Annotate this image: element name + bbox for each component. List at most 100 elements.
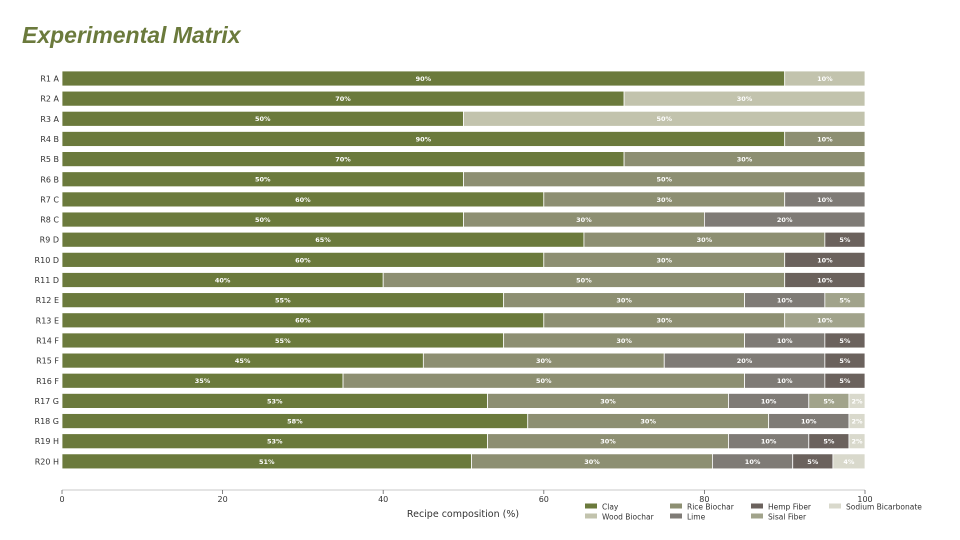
bar-value-label: 10% xyxy=(817,135,833,143)
bar-value-label: 20% xyxy=(737,357,753,365)
bar-value-label: 30% xyxy=(697,236,713,244)
bar-segment-sodium-bicarbonate xyxy=(848,392,866,409)
bar-value-label: 10% xyxy=(777,377,793,385)
row-label: R18 G xyxy=(35,417,59,426)
bar-value-label: 5% xyxy=(839,337,851,345)
bar-value-label: 5% xyxy=(823,438,835,446)
row-label: R19 H xyxy=(35,437,59,446)
bar-segment-rice-biochar xyxy=(784,131,866,147)
bar-value-label: 10% xyxy=(777,297,793,305)
legend-label-sisal-fiber: Sisal Fiber xyxy=(768,513,807,522)
legend-label-clay: Clay xyxy=(602,503,619,512)
bar-segment-rice-biochar xyxy=(463,171,866,188)
bar-value-label: 30% xyxy=(600,438,616,446)
legend-swatch-lime xyxy=(670,513,682,519)
bar-segment-wood-biochar xyxy=(623,90,866,107)
row-label: R1 A xyxy=(40,75,59,84)
bar-segment-sodium-bicarbonate xyxy=(832,453,866,470)
row-label: R20 H xyxy=(35,457,59,466)
legend-swatch-clay xyxy=(585,503,597,509)
bar-value-label: 5% xyxy=(807,458,819,466)
bar-value-label: 30% xyxy=(576,216,592,224)
row-label: R3 A xyxy=(40,115,59,124)
bar-value-label: 55% xyxy=(275,297,291,305)
bar-value-label: 4% xyxy=(843,458,855,466)
bar-value-label: 50% xyxy=(656,176,672,184)
bar-value-label: 51% xyxy=(259,458,275,466)
bar-value-label: 50% xyxy=(576,276,592,284)
bar-value-label: 30% xyxy=(616,297,632,305)
bar-value-label: 70% xyxy=(335,156,351,164)
row-label: R7 C xyxy=(40,195,59,204)
row-label: R11 D xyxy=(35,276,59,285)
x-tick-label: 40 xyxy=(378,495,388,504)
bar-segment-hemp-fiber xyxy=(824,352,866,369)
legend-label-sodium-bicarbonate: Sodium Bicarbonate xyxy=(846,503,922,512)
bar-value-label: 50% xyxy=(536,377,552,385)
legend-swatch-sodium-bicarbonate xyxy=(829,503,841,509)
row-label: R9 D xyxy=(40,236,59,245)
bar-value-label: 10% xyxy=(745,458,761,466)
bar-value-label: 90% xyxy=(416,135,432,143)
bar-segment-wood-biochar xyxy=(463,110,866,127)
bar-value-label: 5% xyxy=(839,377,851,385)
x-axis-title: Recipe composition (%) xyxy=(407,509,519,520)
bar-segment-hemp-fiber xyxy=(784,251,866,268)
bar-value-label: 60% xyxy=(295,317,311,325)
bar-segment-sodium-bicarbonate xyxy=(848,413,866,429)
row-label: R17 G xyxy=(35,397,59,406)
bar-segment-sisal-fiber xyxy=(824,292,866,309)
bar-value-label: 2% xyxy=(851,417,863,425)
bar-value-label: 60% xyxy=(295,196,311,204)
bar-segment-sodium-bicarbonate xyxy=(848,433,866,450)
legend-label-lime: Lime xyxy=(687,513,706,522)
bar-value-label: 5% xyxy=(839,297,851,305)
bar-segment-lime xyxy=(704,211,866,228)
row-label: R15 F xyxy=(36,357,59,366)
x-tick-label: 0 xyxy=(59,495,64,504)
bar-value-label: 10% xyxy=(777,337,793,345)
bar-value-label: 30% xyxy=(536,357,552,365)
bar-segment-wood-biochar xyxy=(784,70,866,87)
legend-swatch-sisal-fiber xyxy=(751,513,763,519)
bar-value-label: 5% xyxy=(839,357,851,365)
bar-segment-hemp-fiber xyxy=(824,231,866,248)
bar-value-label: 10% xyxy=(817,276,833,284)
bar-value-label: 30% xyxy=(737,95,753,103)
x-tick-label: 20 xyxy=(218,495,228,504)
bar-value-label: 50% xyxy=(255,115,271,123)
bar-value-label: 90% xyxy=(416,75,432,83)
bar-value-label: 2% xyxy=(851,397,863,405)
x-tick-label: 100 xyxy=(857,495,872,504)
bar-value-label: 30% xyxy=(640,417,656,425)
bar-value-label: 50% xyxy=(255,216,271,224)
bar-segment-rice-biochar xyxy=(623,151,866,168)
bar-segment-hemp-fiber xyxy=(784,272,866,288)
row-label: R8 C xyxy=(40,216,59,225)
legend-label-wood-biochar: Wood Biochar xyxy=(602,513,655,522)
bar-value-label: 10% xyxy=(801,417,817,425)
bar-value-label: 35% xyxy=(195,377,211,385)
x-tick-label: 60 xyxy=(539,495,549,504)
legend-swatch-rice-biochar xyxy=(670,503,682,509)
bar-value-label: 58% xyxy=(287,417,303,425)
bar-value-label: 10% xyxy=(761,397,777,405)
row-label: R4 B xyxy=(40,135,59,144)
row-label: R13 E xyxy=(36,316,59,325)
bar-value-label: 10% xyxy=(761,438,777,446)
legend-swatch-hemp-fiber xyxy=(751,503,763,509)
bar-value-label: 50% xyxy=(255,176,271,184)
row-label: R6 B xyxy=(40,175,59,184)
legend-swatch-wood-biochar xyxy=(585,513,597,519)
x-tick-label: 80 xyxy=(699,495,709,504)
bar-value-label: 30% xyxy=(656,256,672,264)
bar-value-label: 30% xyxy=(584,458,600,466)
bar-value-label: 10% xyxy=(817,196,833,204)
bar-value-label: 5% xyxy=(839,236,851,244)
bar-value-label: 60% xyxy=(295,256,311,264)
bar-segment-hemp-fiber xyxy=(824,332,866,349)
bar-value-label: 55% xyxy=(275,337,291,345)
row-label: R5 B xyxy=(40,155,59,164)
bar-segment-lime xyxy=(784,191,866,208)
